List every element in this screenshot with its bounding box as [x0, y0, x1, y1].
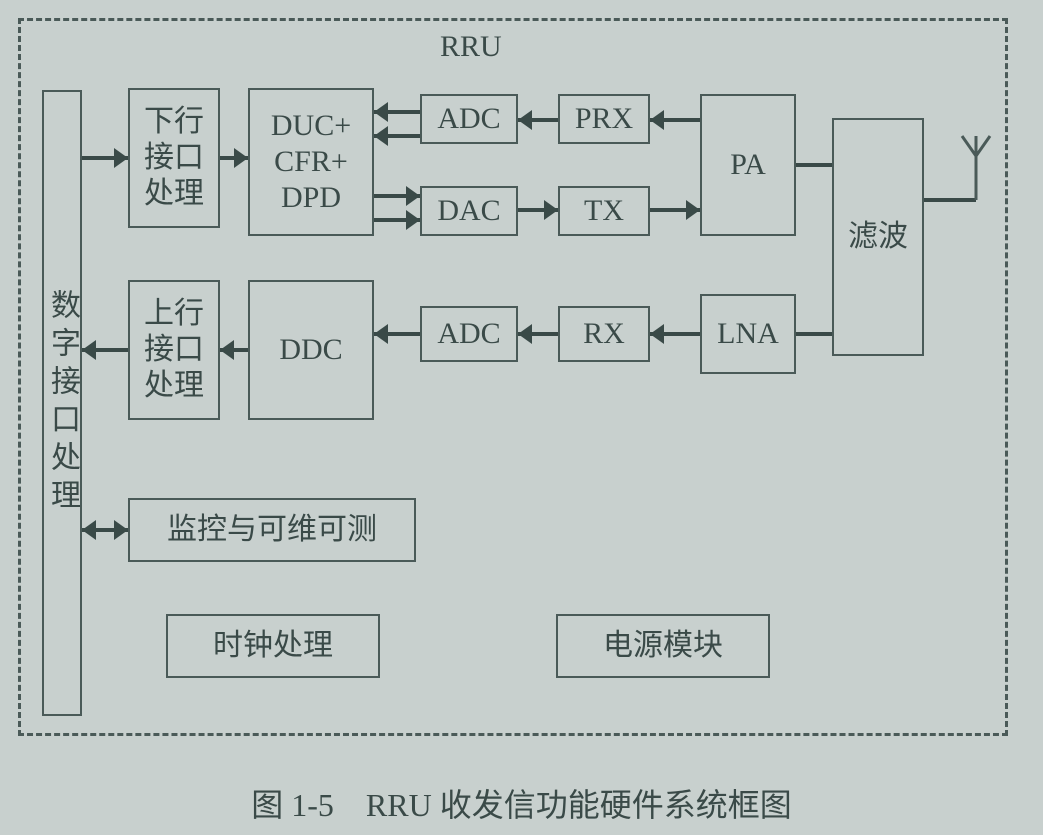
block-digital-if: 数字接口处理 [42, 90, 82, 716]
block-monitor: 监控与可维可测 [128, 498, 416, 562]
block-power: 电源模块 [556, 614, 770, 678]
block-lna: LNA [700, 294, 796, 374]
block-pa: PA [700, 94, 796, 236]
diagram-title: RRU [440, 30, 502, 64]
block-downlink-if: 下行 接口 处理 [128, 88, 220, 228]
block-prx: PRX [558, 94, 650, 144]
block-adc-top: ADC [420, 94, 518, 144]
block-filter: 滤波 [832, 118, 924, 356]
block-uplink-if: 上行 接口 处理 [128, 280, 220, 420]
block-clock: 时钟处理 [166, 614, 380, 678]
block-adc-bottom: ADC [420, 306, 518, 362]
block-tx: TX [558, 186, 650, 236]
block-duc: DUC+ CFR+ DPD [248, 88, 374, 236]
block-dac: DAC [420, 186, 518, 236]
diagram-caption: 图 1-5 RRU 收发信功能硬件系统框图 [0, 780, 1043, 826]
block-rx: RX [558, 306, 650, 362]
diagram-canvas: RRU 数字接口处理 下行 接口 处理 DUC+ CFR+ DPD ADC PR… [0, 0, 1043, 835]
block-ddc: DDC [248, 280, 374, 420]
